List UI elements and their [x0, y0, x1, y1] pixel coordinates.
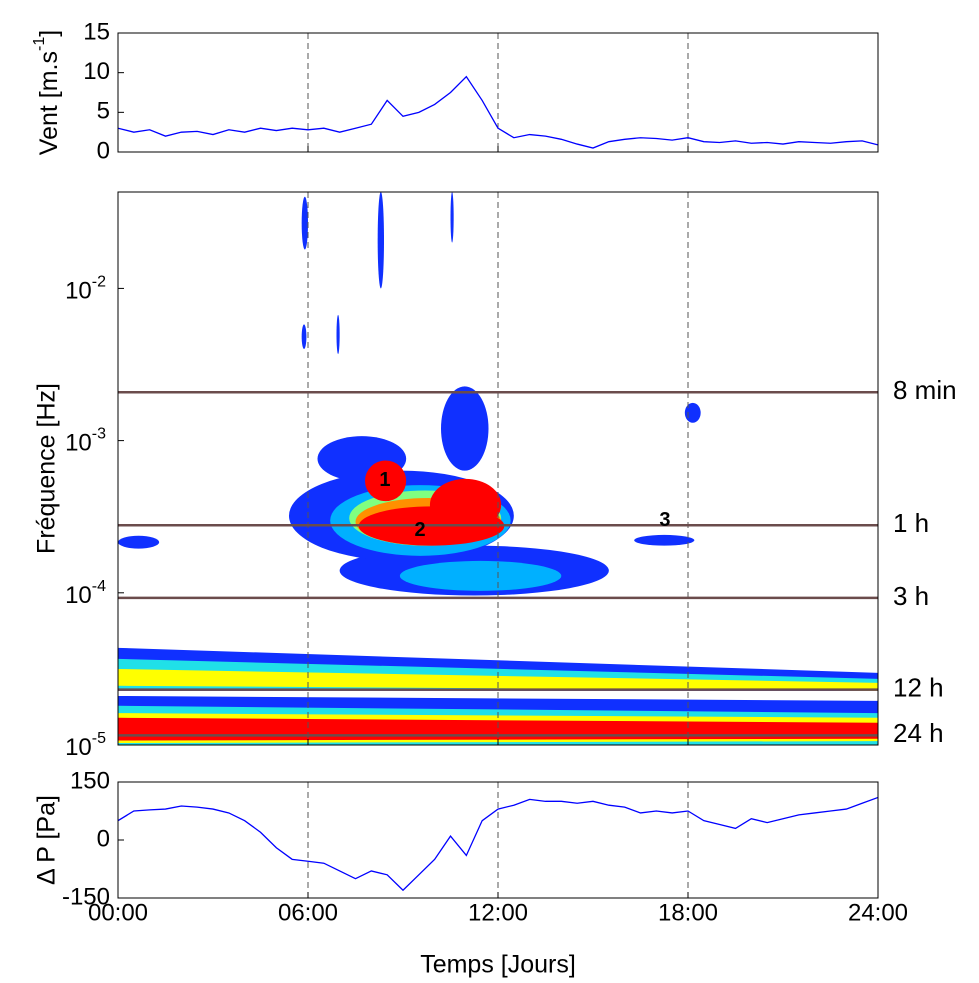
contour-region [118, 535, 160, 549]
reference-label: 12 h [893, 673, 944, 703]
annotation: 1 [379, 469, 390, 491]
x-tick-label: 24:00 [848, 899, 908, 926]
x-tick-label: 18:00 [658, 899, 718, 926]
y-tick-label: 10-5 [65, 730, 106, 761]
y-tick-exponent: -3 [92, 426, 106, 443]
y-tick-label: 0 [97, 137, 110, 164]
contour-region [450, 192, 454, 243]
y-axis-label: Fréquence [Hz] [33, 383, 61, 554]
plot-area [118, 33, 878, 152]
y-tick-label: 150 [70, 767, 110, 794]
y-tick-label: 10-2 [65, 274, 106, 305]
y-axis-label: Vent [m.s-1] [31, 30, 62, 155]
y-label-text: Vent [m.s [35, 51, 63, 155]
y-tick-exponent: -4 [92, 578, 106, 595]
y-tick-label: 10 [83, 58, 110, 85]
x-tick-label: 00:00 [88, 899, 148, 926]
contour-region [301, 324, 307, 349]
y-tick-label: 10-4 [65, 578, 106, 609]
y-tick-base: 10 [65, 582, 92, 609]
reference-label: 3 h [893, 581, 929, 611]
contour-region [399, 560, 562, 591]
y-tick-exponent: -2 [92, 274, 106, 291]
plot-area [118, 782, 878, 898]
y-tick-label: 10-3 [65, 426, 106, 457]
y-tick-base: 10 [65, 278, 92, 305]
contour-region [377, 192, 385, 289]
contour-region [684, 402, 701, 423]
y-tick-label: 5 [97, 98, 110, 125]
y-label-after: ] [35, 30, 63, 37]
plot-area [118, 192, 878, 745]
y-tick-label: 15 [83, 18, 110, 45]
x-axis-label: Temps [Jours] [420, 951, 576, 979]
y-tick-label: -150 [62, 883, 110, 910]
contour-region [301, 196, 309, 250]
data-line [118, 75, 878, 149]
y-axis-label: Δ P [Pa] [33, 795, 61, 885]
y-tick-label: 0 [97, 825, 110, 852]
contour-region [429, 478, 502, 531]
y-tick-base: 10 [65, 430, 92, 457]
contour-region [634, 534, 695, 546]
data-line [118, 796, 878, 892]
contour-region [441, 386, 489, 471]
reference-label: 8 min [893, 375, 957, 405]
x-tick-label: 06:00 [278, 899, 338, 926]
reference-label: 24 h [893, 718, 944, 748]
contour-region [365, 460, 407, 502]
y-tick-base: 10 [65, 734, 92, 761]
x-tick-label: 12:00 [468, 899, 528, 926]
y-label-sup: -1 [31, 37, 48, 51]
contour-region [336, 314, 340, 355]
annotation: 3 [659, 509, 670, 531]
y-tick-exponent: -5 [92, 730, 106, 747]
annotation: 2 [415, 519, 426, 541]
axes-frame [117, 781, 879, 899]
reference-label: 1 h [893, 508, 929, 538]
